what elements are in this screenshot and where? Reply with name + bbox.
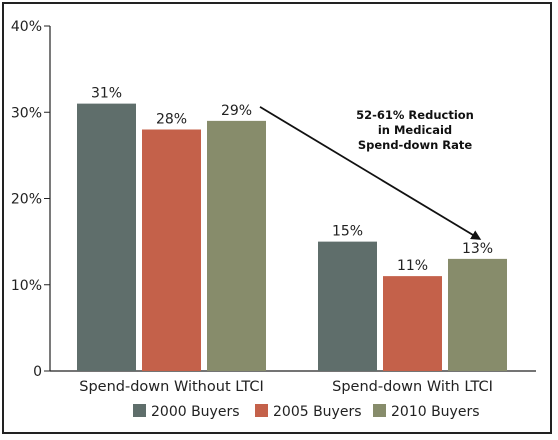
legend-label: 2000 Buyers [151, 404, 240, 420]
y-tick-label: 20% [11, 192, 42, 208]
y-tick-label: 0 [33, 364, 42, 380]
legend-swatch [255, 404, 268, 417]
bar [383, 276, 442, 371]
annotation-text: in Medicaid [378, 123, 452, 137]
bar [207, 120, 266, 371]
x-tick-label: Spend-down With LTCI [332, 379, 493, 395]
bar [448, 258, 507, 371]
bar [142, 129, 201, 371]
y-tick-label: 30% [11, 105, 42, 121]
data-label: 29% [221, 103, 252, 119]
legend-swatch [373, 404, 386, 417]
data-label: 31% [91, 86, 122, 102]
y-tick-label: 10% [11, 278, 42, 294]
annotation-text: 52-61% Reduction [356, 108, 474, 122]
legend-label: 2005 Buyers [273, 404, 362, 420]
data-label: 15% [332, 224, 363, 240]
y-tick-label: 40% [11, 19, 42, 35]
data-label: 13% [462, 241, 493, 257]
data-label: 28% [156, 112, 187, 128]
bar [318, 241, 377, 371]
data-label: 11% [397, 258, 428, 274]
legend-swatch [133, 404, 146, 417]
reduction-arrow [259, 106, 482, 240]
x-tick-label: Spend-down Without LTCI [79, 379, 263, 395]
legend-label: 2010 Buyers [391, 404, 480, 420]
annotation-text: Spend-down Rate [358, 138, 473, 152]
bar [77, 103, 136, 371]
